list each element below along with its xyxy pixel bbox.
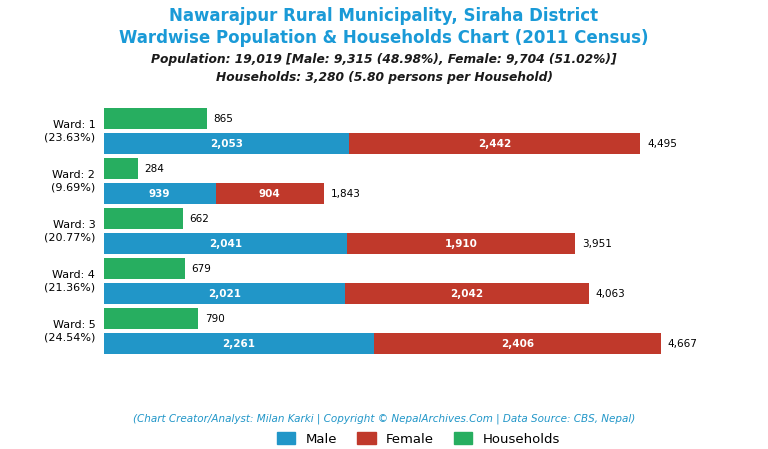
Text: Households: 3,280 (5.80 persons per Household): Households: 3,280 (5.80 persons per Hous… — [216, 71, 552, 84]
Text: 2,406: 2,406 — [501, 339, 534, 348]
Bar — [104, 158, 137, 179]
Bar — [216, 183, 324, 204]
Text: Ward: 2
(9.69%): Ward: 2 (9.69%) — [51, 170, 95, 193]
Text: 3,951: 3,951 — [582, 239, 612, 249]
Text: 4,667: 4,667 — [667, 339, 697, 348]
Text: 679: 679 — [191, 264, 211, 273]
Bar — [349, 133, 641, 154]
Text: 1,843: 1,843 — [330, 189, 360, 199]
Bar — [104, 208, 183, 229]
Bar — [104, 258, 185, 279]
Text: 2,042: 2,042 — [450, 289, 484, 299]
Text: Ward: 5
(24.54%): Ward: 5 (24.54%) — [44, 320, 95, 342]
Legend: Male, Female, Households: Male, Female, Households — [272, 427, 565, 449]
Text: Ward: 1
(23.63%): Ward: 1 (23.63%) — [45, 120, 95, 142]
Text: 2,442: 2,442 — [478, 139, 511, 149]
Text: Population: 19,019 [Male: 9,315 (48.98%), Female: 9,704 (51.02%)]: Population: 19,019 [Male: 9,315 (48.98%)… — [151, 53, 617, 66]
Bar — [374, 333, 661, 354]
Bar — [104, 133, 349, 154]
Bar — [104, 233, 347, 254]
Text: 939: 939 — [149, 189, 170, 199]
Text: 662: 662 — [190, 214, 210, 224]
Bar — [104, 283, 345, 304]
Bar — [104, 183, 216, 204]
Bar — [345, 283, 589, 304]
Text: 4,495: 4,495 — [647, 139, 677, 149]
Text: 2,261: 2,261 — [222, 339, 255, 348]
Text: Ward: 3
(20.77%): Ward: 3 (20.77%) — [44, 220, 95, 242]
Bar — [347, 233, 575, 254]
Text: (Chart Creator/Analyst: Milan Karki | Copyright © NepalArchives.Com | Data Sourc: (Chart Creator/Analyst: Milan Karki | Co… — [133, 414, 635, 424]
Text: 904: 904 — [259, 189, 280, 199]
Bar — [104, 108, 207, 129]
Bar — [104, 333, 374, 354]
Text: Ward: 4
(21.36%): Ward: 4 (21.36%) — [45, 270, 95, 292]
Text: 284: 284 — [144, 164, 164, 174]
Text: 2,041: 2,041 — [209, 239, 242, 249]
Text: 2,021: 2,021 — [208, 289, 241, 299]
Text: 4,063: 4,063 — [595, 289, 625, 299]
Text: 865: 865 — [214, 114, 233, 124]
Text: Wardwise Population & Households Chart (2011 Census): Wardwise Population & Households Chart (… — [119, 29, 649, 47]
Text: 2,053: 2,053 — [210, 139, 243, 149]
Bar — [104, 308, 198, 329]
Text: Nawarajpur Rural Municipality, Siraha District: Nawarajpur Rural Municipality, Siraha Di… — [170, 7, 598, 25]
Text: 790: 790 — [205, 313, 224, 324]
Text: 1,910: 1,910 — [445, 239, 478, 249]
